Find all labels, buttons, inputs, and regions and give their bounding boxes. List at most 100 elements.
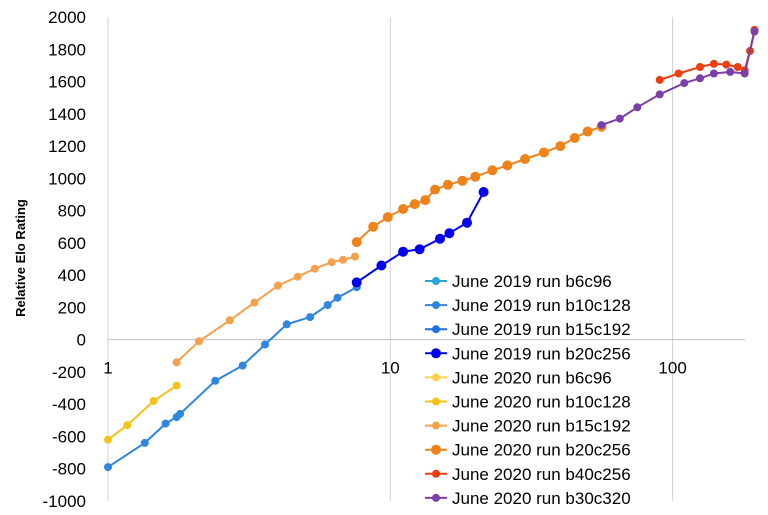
legend: June 2019 run b6c96 June 2019 run b10c128… (425, 272, 631, 508)
legend-label: June 2019 run b10c128 (452, 296, 631, 315)
data-point (726, 67, 735, 76)
y-tick-label: -800 (52, 460, 86, 479)
y-tick-label: 400 (58, 266, 86, 285)
series-line (175, 255, 356, 364)
data-point (195, 337, 203, 346)
data-point (470, 171, 481, 182)
series-line (356, 191, 485, 284)
data-point (487, 165, 498, 176)
data-point (655, 90, 664, 99)
data-point (149, 397, 158, 405)
data-point (435, 233, 445, 244)
y-tick-label: 800 (58, 202, 86, 221)
data-point (478, 187, 489, 197)
legend-swatch-marker (432, 397, 440, 406)
data-point (274, 281, 282, 290)
data-point (282, 320, 291, 329)
data-point (140, 438, 149, 447)
y-tick-labels: -1000 -800 -600 -400 -200 0 200 400 600 800 1000 12… (43, 8, 86, 511)
legend-label: June 2020 run b20c256 (452, 441, 631, 460)
y-tick-label: 200 (58, 298, 86, 317)
data-point (172, 381, 181, 390)
data-point (674, 69, 683, 78)
data-point (696, 63, 704, 71)
data-point (444, 228, 455, 239)
data-point (250, 298, 259, 307)
data-point (310, 264, 319, 273)
data-point (655, 75, 664, 84)
legend-label: June 2020 run b30c320 (452, 489, 631, 508)
data-point (569, 133, 580, 143)
y-axis-label: Relative Elo Rating (13, 199, 28, 317)
legend-swatch-marker (432, 277, 440, 285)
series-layer (104, 25, 759, 472)
data-point (104, 435, 112, 444)
legend-label: June 2019 run b6c96 (452, 272, 612, 291)
data-point (293, 272, 302, 281)
legend-item: June 2020 run b6c96 (425, 368, 612, 387)
y-tick-label: -1000 (43, 492, 86, 511)
data-point (398, 246, 409, 257)
data-point (722, 60, 731, 69)
data-point (709, 69, 718, 78)
data-point (555, 141, 566, 152)
data-point (376, 260, 387, 271)
data-point (172, 358, 181, 367)
data-point (750, 27, 759, 36)
data-point (409, 199, 420, 210)
data-point (502, 160, 513, 171)
data-point (225, 316, 234, 325)
legend-item: June 2019 run b6c96 (425, 272, 612, 291)
data-point (368, 221, 379, 232)
data-point (123, 421, 132, 430)
data-point (457, 175, 468, 186)
data-point (442, 179, 453, 190)
y-tick-label: 1200 (48, 137, 86, 156)
series-9 (597, 27, 759, 130)
data-point (351, 277, 362, 288)
legend-item: June 2020 run b20c256 (425, 441, 631, 460)
y-tick-label: 0 (77, 331, 86, 350)
data-point (414, 244, 425, 255)
legend-swatch-marker (432, 421, 440, 430)
legend-swatch-marker (431, 348, 441, 359)
legend-swatch-marker (431, 444, 441, 455)
data-point (582, 126, 593, 137)
data-point (161, 419, 170, 428)
data-point (462, 217, 472, 228)
legend-item: June 2019 run b20c256 (425, 344, 631, 363)
data-point (740, 69, 749, 78)
data-point (176, 409, 185, 418)
data-point (261, 340, 269, 349)
y-tick-label: 1400 (48, 105, 86, 124)
data-point (306, 313, 315, 322)
data-point (680, 79, 689, 88)
series-1 (104, 283, 361, 472)
data-point (597, 121, 606, 130)
legend-label: June 2019 run b15c192 (452, 320, 631, 339)
legend-label: June 2020 run b40c256 (452, 465, 631, 484)
y-tick-label: 600 (58, 234, 86, 253)
x-tick-label: 100 (658, 359, 686, 378)
y-tick-label: 2000 (48, 8, 86, 27)
data-point (351, 252, 359, 261)
x-tick-label: 1 (103, 359, 112, 378)
data-point (520, 154, 530, 164)
legend-item: June 2019 run b10c128 (425, 296, 631, 315)
data-point (323, 301, 332, 309)
data-point (420, 195, 431, 206)
data-point (382, 212, 393, 223)
data-point (696, 74, 704, 83)
data-point (538, 147, 549, 158)
data-point (333, 293, 342, 302)
data-point (709, 59, 718, 68)
y-tick-label: -400 (52, 395, 86, 414)
data-point (211, 376, 220, 385)
data-point (104, 463, 112, 472)
legend-item: June 2020 run b30c320 (425, 489, 631, 508)
data-point (339, 255, 347, 264)
data-point (633, 103, 642, 112)
legend-item: June 2020 run b40c256 (425, 465, 631, 484)
legend-item: June 2019 run b15c192 (425, 320, 631, 339)
